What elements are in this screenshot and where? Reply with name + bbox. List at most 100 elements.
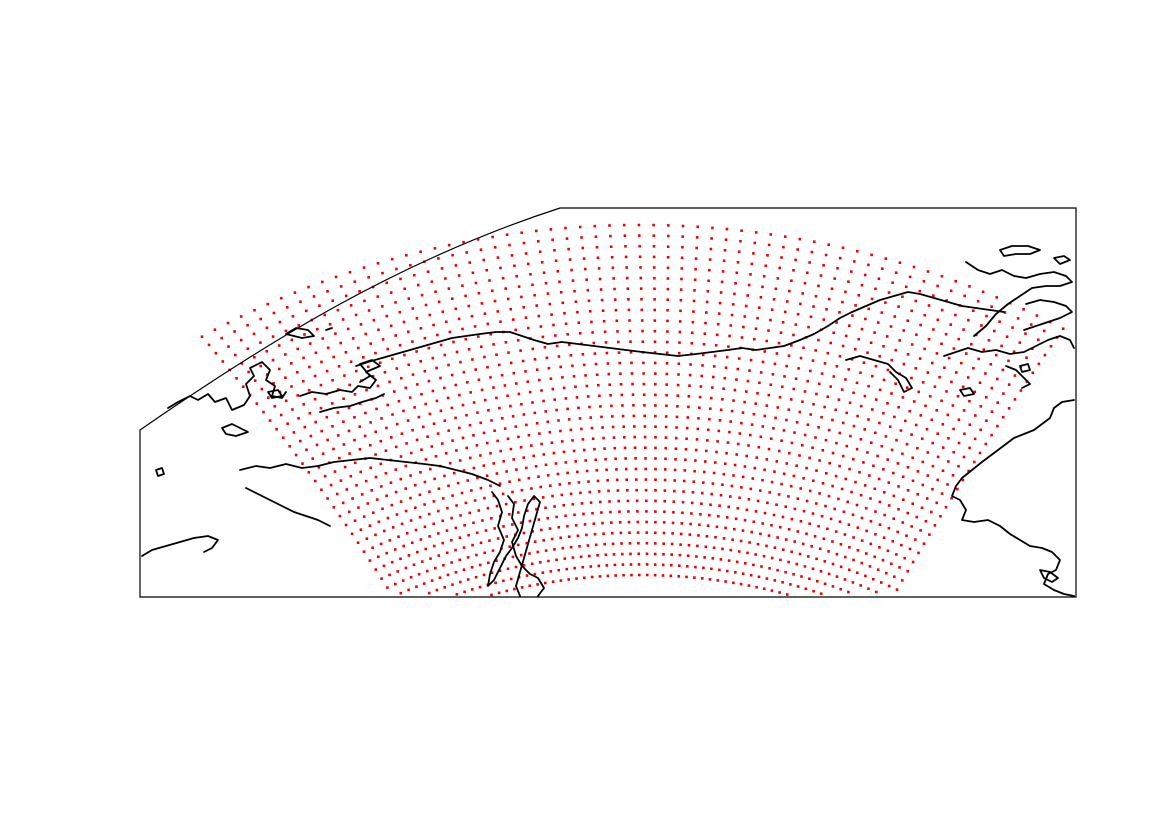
grid-point xyxy=(724,238,728,241)
grid-point xyxy=(454,548,457,552)
grid-point xyxy=(607,372,611,376)
grid-point xyxy=(820,372,824,375)
grid-point xyxy=(595,245,599,249)
grid-point xyxy=(769,383,773,386)
grid-point xyxy=(910,309,913,313)
grid-point xyxy=(967,469,970,473)
grid-point xyxy=(746,294,749,297)
grid-point xyxy=(741,475,745,479)
grid-point xyxy=(508,243,511,247)
grid-point xyxy=(561,546,565,550)
grid-point xyxy=(458,426,461,430)
grid-point xyxy=(420,448,423,451)
grid-point xyxy=(813,240,816,243)
grid-point xyxy=(273,405,277,408)
grid-point xyxy=(926,270,930,273)
grid-point xyxy=(711,386,714,389)
grid-point xyxy=(677,362,681,366)
grid-point xyxy=(664,436,668,439)
grid-point xyxy=(817,382,821,386)
grid-point xyxy=(415,317,419,320)
grid-point xyxy=(811,446,814,449)
grid-point xyxy=(519,553,523,557)
grid-point xyxy=(895,588,899,591)
grid-point xyxy=(471,588,474,591)
grid-point xyxy=(855,381,859,385)
grid-point xyxy=(856,249,859,253)
grid-point xyxy=(931,464,935,468)
grid-point xyxy=(301,462,304,465)
grid-point xyxy=(466,556,470,559)
grid-point xyxy=(571,556,575,559)
grid-point xyxy=(493,299,497,303)
grid-point xyxy=(698,523,701,527)
grid-point xyxy=(742,325,745,329)
grid-point xyxy=(450,516,453,520)
grid-point xyxy=(707,428,710,432)
grid-point xyxy=(860,561,864,565)
grid-point xyxy=(1007,359,1010,363)
grid-point xyxy=(968,446,971,450)
grid-point xyxy=(1037,362,1041,366)
grid-point xyxy=(565,567,568,571)
grid-point xyxy=(581,353,585,356)
grid-point xyxy=(914,299,918,303)
grid-point xyxy=(609,245,613,248)
grid-point xyxy=(600,415,603,419)
grid-point xyxy=(617,499,620,503)
grid-point xyxy=(716,440,719,443)
grid-point xyxy=(762,554,766,558)
grid-point xyxy=(819,570,823,573)
grid-point xyxy=(351,337,355,340)
grid-point xyxy=(711,557,715,560)
grid-point xyxy=(432,500,436,503)
grid-point xyxy=(602,532,605,535)
grid-point xyxy=(561,376,564,379)
grid-point xyxy=(353,519,357,522)
grid-point xyxy=(284,353,287,356)
grid-point xyxy=(431,389,435,393)
grid-point xyxy=(454,307,458,311)
grid-point xyxy=(559,579,563,582)
grid-point xyxy=(701,364,704,367)
grid-point xyxy=(946,413,950,417)
grid-point xyxy=(900,543,903,547)
grid-point xyxy=(743,465,747,468)
grid-point xyxy=(626,499,630,503)
grid-point xyxy=(696,225,699,229)
grid-point xyxy=(291,315,295,318)
grid-point xyxy=(947,460,950,463)
grid-point xyxy=(793,540,796,543)
grid-point xyxy=(692,310,695,313)
grid-point xyxy=(372,511,375,514)
grid-point xyxy=(732,399,735,402)
grid-point xyxy=(411,541,414,544)
grid-point xyxy=(693,278,697,282)
grid-point xyxy=(426,270,430,273)
grid-point xyxy=(887,526,891,530)
grid-point xyxy=(590,575,594,579)
grid-point xyxy=(422,425,425,429)
grid-point xyxy=(494,581,497,585)
grid-point xyxy=(567,578,570,581)
grid-point xyxy=(626,287,630,290)
grid-point xyxy=(935,409,938,412)
grid-point xyxy=(863,273,867,277)
grid-point xyxy=(872,464,875,468)
grid-point xyxy=(307,388,311,392)
grid-point xyxy=(858,471,861,474)
grid-point xyxy=(638,234,641,237)
grid-point xyxy=(259,317,262,321)
grid-point xyxy=(704,545,708,549)
grid-point xyxy=(729,548,733,552)
grid-point xyxy=(710,396,713,400)
grid-point xyxy=(798,237,802,241)
grid-point xyxy=(314,420,317,424)
grid-point xyxy=(936,432,939,435)
grid-point xyxy=(1042,329,1046,333)
grid-point xyxy=(368,559,372,562)
grid-point xyxy=(559,429,562,433)
grid-point xyxy=(736,261,740,264)
grid-point xyxy=(945,299,948,302)
grid-point xyxy=(705,449,708,453)
